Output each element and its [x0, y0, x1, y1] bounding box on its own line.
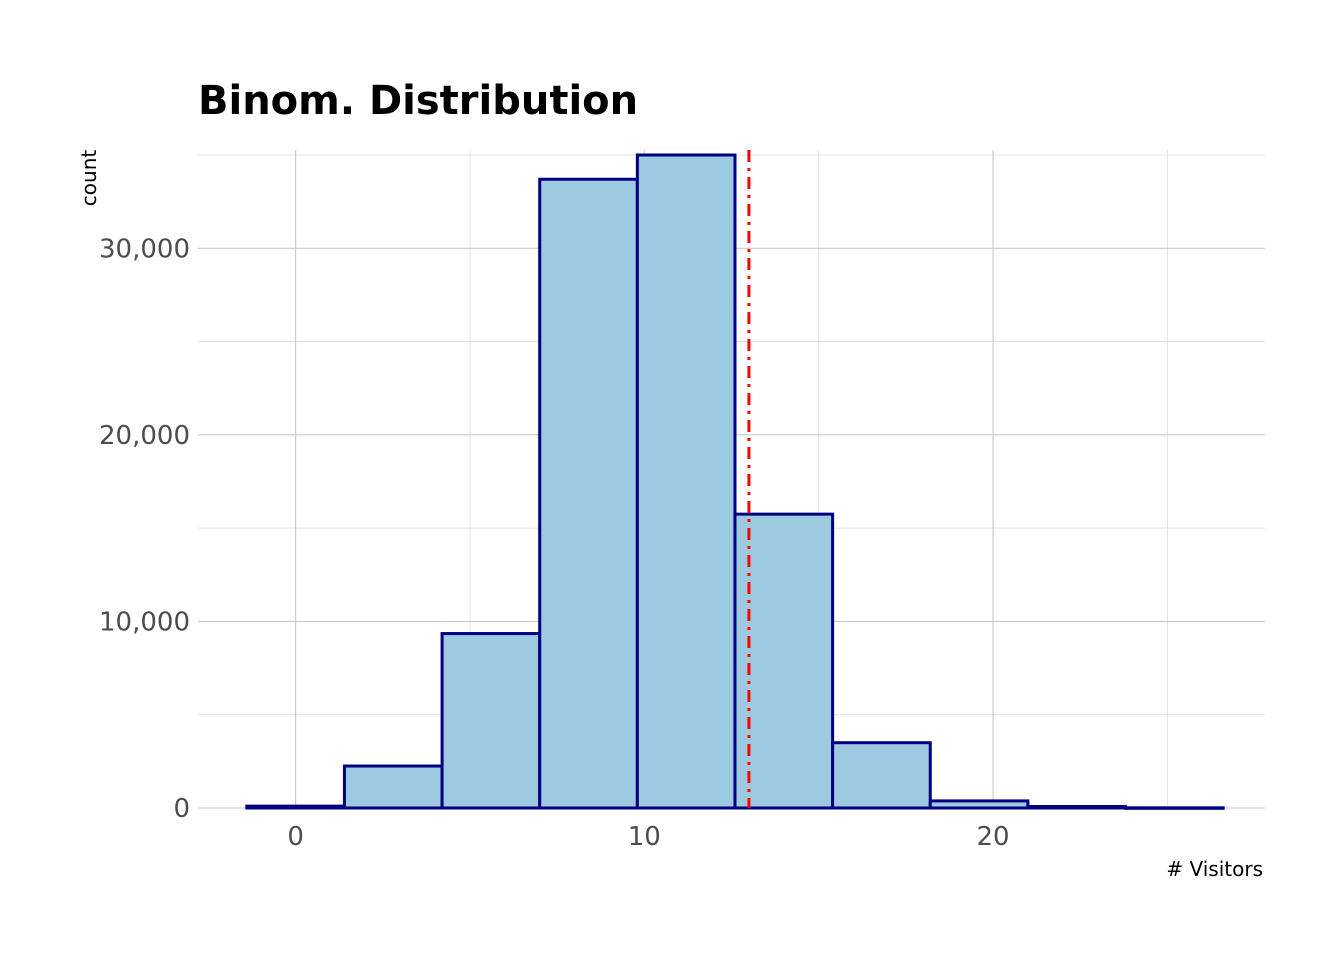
- y-tick-label: 20,000: [99, 421, 190, 451]
- histogram-bar: [538, 177, 639, 810]
- histogram-bar: [928, 799, 1030, 810]
- x-tick-label: 20: [976, 822, 1009, 852]
- histogram-bar: [342, 764, 444, 810]
- histogram-bar: [733, 512, 835, 810]
- x-tick-label: 10: [628, 822, 661, 852]
- histogram-bar: [245, 804, 346, 810]
- y-axis-title: count: [77, 150, 101, 207]
- y-axis-ticks: 0 10,000 20,000 30,000: [99, 234, 190, 824]
- y-tick-label: 30,000: [99, 234, 190, 264]
- histogram-bar: [440, 632, 542, 810]
- x-axis-ticks: 0 10 20: [287, 822, 1009, 852]
- histogram-bar: [635, 153, 737, 810]
- bars: [245, 153, 1225, 810]
- histogram-bar: [1026, 805, 1128, 810]
- y-tick-label: 10,000: [99, 607, 190, 637]
- histogram-bar: [1124, 806, 1225, 810]
- histogram-bar: [831, 741, 932, 810]
- y-tick-label: 0: [173, 794, 190, 824]
- x-axis-title: # Visitors: [1166, 857, 1263, 881]
- x-tick-label: 0: [287, 822, 304, 852]
- chart-title: Binom. Distribution: [198, 78, 638, 124]
